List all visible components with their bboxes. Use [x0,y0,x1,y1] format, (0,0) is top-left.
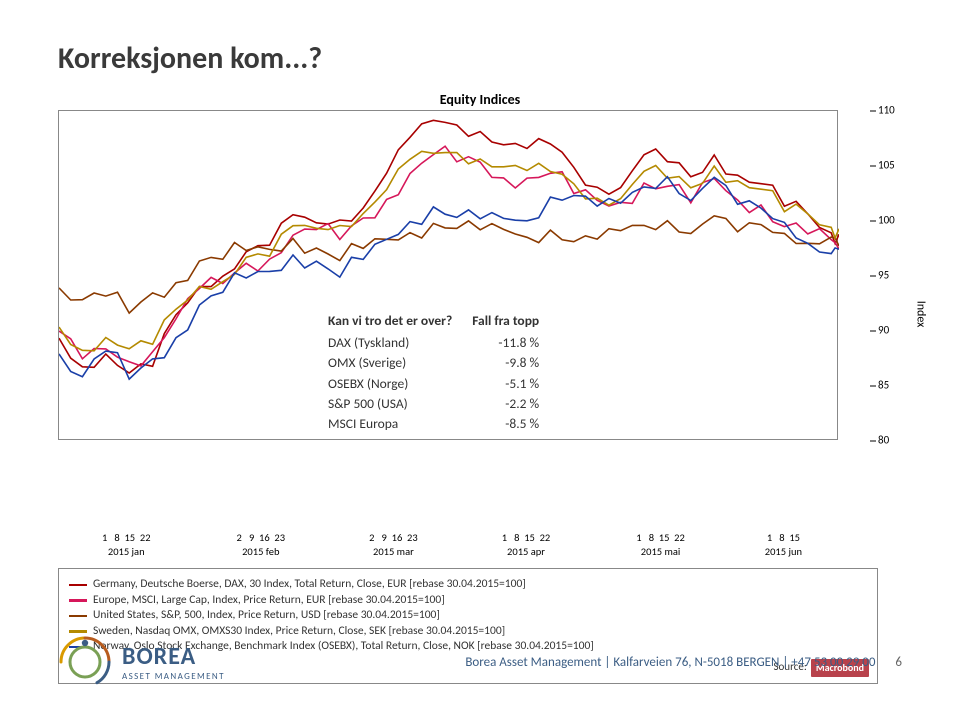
y-tick: 95 [878,269,914,282]
logo-name: BOREA [122,642,225,671]
x-tick-group: 1 8 15 222015 apr [460,531,593,558]
overlay-header-right: Fall fra topp [472,312,539,332]
legend-text: United States, S&P, 500, Index, Price Re… [93,608,440,624]
overlay-val: -5.1 % [472,375,539,393]
legend-row: Germany, Deutsche Boerse, DAX, 30 Index,… [69,577,867,593]
fall-fra-topp-table: Kan vi tro det er over? Fall fra topp DA… [326,310,541,435]
overlay-name: S&P 500 (USA) [328,395,470,413]
logo-mark [58,635,112,689]
overlay-val: -8.5 % [472,415,539,433]
borea-logo: BOREA ASSET MANAGEMENT [58,635,225,689]
overlay-row: OMX (Sverige)-9.8 % [328,354,539,372]
y-tick: 100 [878,214,914,227]
legend-swatch [69,584,87,587]
y-tick: 90 [878,324,914,337]
overlay-name: OMX (Sverige) [328,354,470,372]
x-tick-group: 1 8 15 222015 jan [58,531,195,558]
overlay-val: -11.8 % [472,334,539,352]
x-tick-group: 1 8 152015 jun [729,531,838,558]
overlay-row: MSCI Europa-8.5 % [328,415,539,433]
x-tick-group: 1 8 15 222015 mai [592,531,729,558]
y-axis-label: Index [914,300,928,327]
chart-title: Equity Indices [58,91,902,108]
legend-swatch [69,599,87,602]
overlay-val: -2.2 % [472,395,539,413]
logo-svg [58,635,112,689]
overlay-name: MSCI Europa [328,415,470,433]
overlay-header-left: Kan vi tro det er over? [328,312,470,332]
overlay-name: DAX (Tyskland) [328,334,470,352]
page-number: 6 [895,655,902,670]
overlay-row: OSEBX (Norge)-5.1 % [328,375,539,393]
overlay-row: DAX (Tyskland)-11.8 % [328,334,539,352]
overlay-val: -9.8 % [472,354,539,372]
y-tick: 85 [878,379,914,392]
x-tick-group: 2 9 16 232015 feb [195,531,328,558]
page-title: Korreksjonen kom...? [58,40,902,77]
footer-text: Borea Asset Management | Kalfarveien 76,… [465,655,875,670]
x-tick-group: 2 9 16 232015 mar [327,531,460,558]
logo-text-wrap: BOREA ASSET MANAGEMENT [122,642,225,682]
footer-right: Borea Asset Management | Kalfarveien 76,… [465,655,902,670]
legend-swatch [69,630,87,633]
legend-row: Europe, MSCI, Large Cap, Index, Price Re… [69,593,867,609]
y-tick: 105 [878,159,914,172]
y-axis-ticks: 80859095100105110 [882,110,914,440]
chart-wrap: 80859095100105110 Index 1 8 15 222015 ja… [58,110,878,520]
legend-text: Germany, Deutsche Boerse, DAX, 30 Index,… [93,577,526,593]
legend-row: United States, S&P, 500, Index, Price Re… [69,608,867,624]
footer: BOREA ASSET MANAGEMENT Borea Asset Manag… [0,635,960,689]
logo-subtitle: ASSET MANAGEMENT [122,671,225,682]
series-sp500 [59,216,839,313]
y-tick: 110 [878,104,914,117]
y-tick: 80 [878,434,914,447]
slide: Korreksjonen kom...? Equity Indices 8085… [0,0,960,707]
legend-swatch [69,615,87,618]
overlay-row: S&P 500 (USA)-2.2 % [328,395,539,413]
overlay-name: OSEBX (Norge) [328,375,470,393]
legend-text: Europe, MSCI, Large Cap, Index, Price Re… [93,593,445,609]
